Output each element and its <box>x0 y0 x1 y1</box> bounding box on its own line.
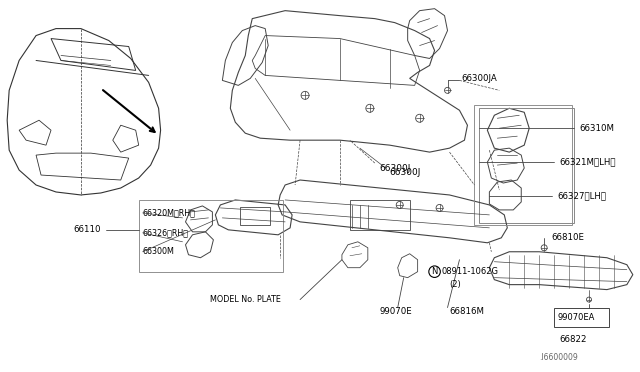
Text: 66321M〈LH〉: 66321M〈LH〉 <box>559 158 616 167</box>
Bar <box>240 207 270 225</box>
Text: MODEL No. PLATE: MODEL No. PLATE <box>211 295 282 304</box>
Text: 66822: 66822 <box>559 335 587 344</box>
Text: 66327〈LH〉: 66327〈LH〉 <box>557 192 606 201</box>
Bar <box>350 200 410 230</box>
Text: 66810E: 66810E <box>551 233 584 242</box>
Bar <box>474 105 572 225</box>
Bar <box>479 108 574 223</box>
Text: 66300J: 66300J <box>390 167 421 177</box>
Text: 99070EA: 99070EA <box>557 313 595 322</box>
Text: 66326〈RH〉: 66326〈RH〉 <box>143 228 189 237</box>
Text: 66816M: 66816M <box>449 307 484 316</box>
Text: .I6600009: .I6600009 <box>539 353 578 362</box>
Text: 66320M〈RH〉: 66320M〈RH〉 <box>143 208 196 217</box>
Text: 66300J: 66300J <box>380 164 411 173</box>
Text: 08911-1062G: 08911-1062G <box>442 267 499 276</box>
Text: N: N <box>431 267 438 276</box>
Text: 66310M: 66310M <box>579 124 614 133</box>
Text: (2): (2) <box>449 280 461 289</box>
Bar <box>554 308 609 327</box>
Bar <box>139 200 283 272</box>
Text: 66110: 66110 <box>73 225 100 234</box>
Text: 99070E: 99070E <box>380 307 413 316</box>
Text: 66300JA: 66300JA <box>461 74 497 83</box>
Text: 66300M: 66300M <box>143 247 175 256</box>
